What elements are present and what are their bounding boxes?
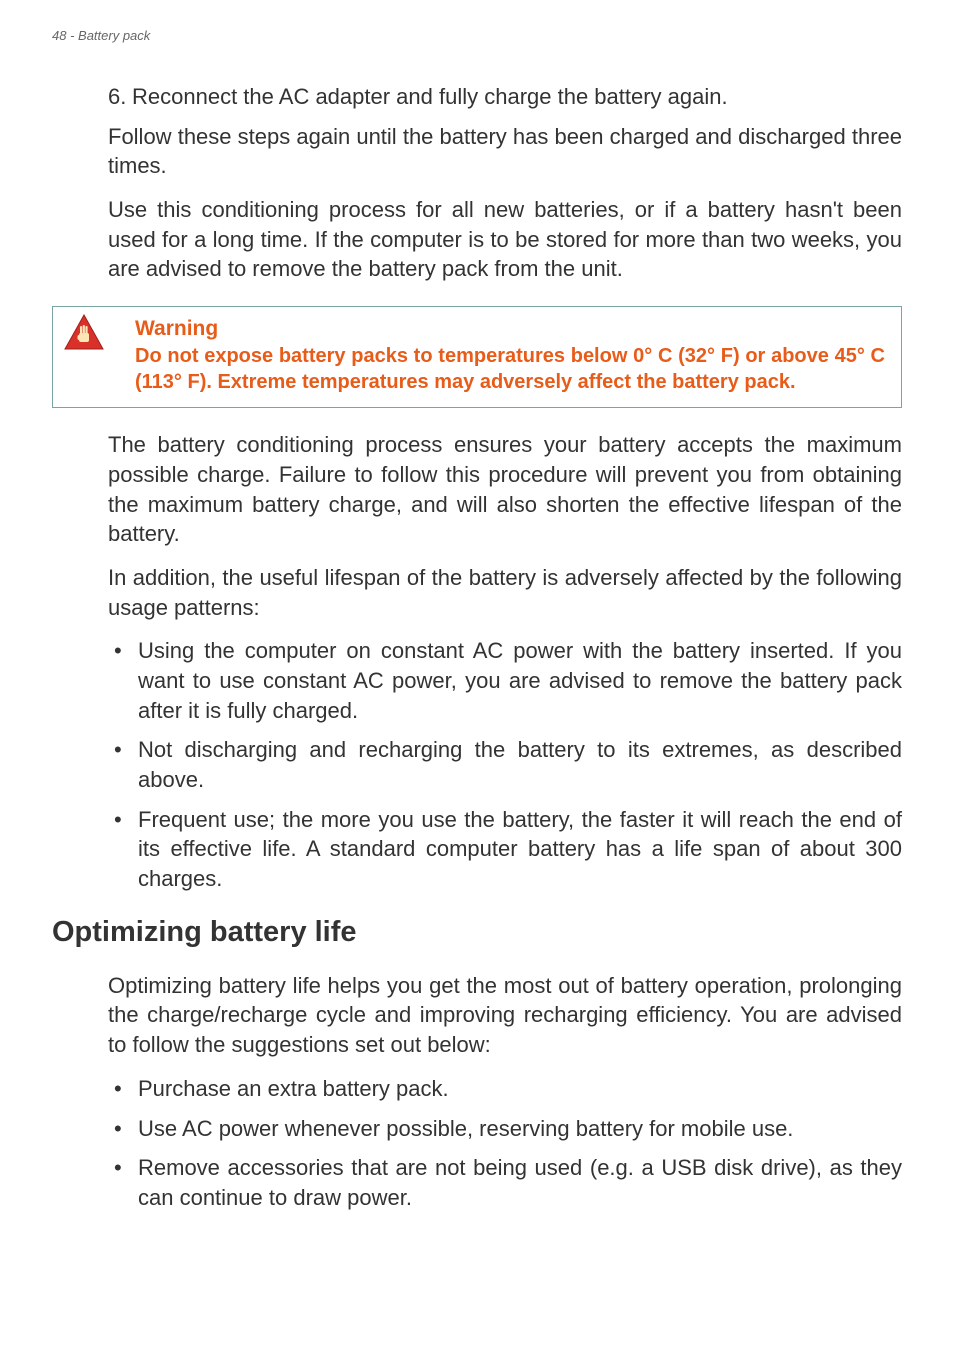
heading-optimizing: Optimizing battery life — [52, 916, 902, 949]
warning-box: Warning Do not expose battery packs to t… — [52, 306, 902, 408]
optimizing-list: Purchase an extra battery pack. Use AC p… — [108, 1074, 902, 1213]
warning-text: Do not expose battery packs to temperatu… — [135, 343, 885, 395]
list-item: Purchase an extra battery pack. — [108, 1074, 902, 1104]
header-sep: - — [66, 28, 78, 43]
list-item: Use AC power whenever possible, reservin… — [108, 1114, 902, 1144]
list-item: Remove accessories that are not being us… — [108, 1153, 902, 1212]
usage-patterns-list: Using the computer on constant AC power … — [108, 636, 902, 894]
list-item: Not discharging and recharging the batte… — [108, 735, 902, 794]
para-use-conditioning: Use this conditioning process for all ne… — [108, 195, 902, 284]
page-header: 48 - Battery pack — [52, 28, 150, 43]
warning-title: Warning — [135, 317, 885, 341]
para-optimizing: Optimizing battery life helps you get th… — [108, 971, 902, 1060]
step-text: Reconnect the AC adapter and fully charg… — [132, 84, 728, 109]
numbered-step-6: 6.Reconnect the AC adapter and fully cha… — [108, 82, 902, 112]
header-section: Battery pack — [78, 28, 150, 43]
content-area: 6.Reconnect the AC adapter and fully cha… — [108, 82, 902, 1227]
step-number: 6. — [108, 82, 132, 112]
list-item: Frequent use; the more you use the batte… — [108, 805, 902, 894]
list-item: Using the computer on constant AC power … — [108, 636, 902, 725]
para-in-addition: In addition, the useful lifespan of the … — [108, 563, 902, 622]
warning-icon — [63, 313, 105, 355]
para-conditioning-ensures: The battery conditioning process ensures… — [108, 430, 902, 549]
para-follow-steps: Follow these steps again until the batte… — [108, 122, 902, 181]
page-number: 48 — [52, 28, 66, 43]
